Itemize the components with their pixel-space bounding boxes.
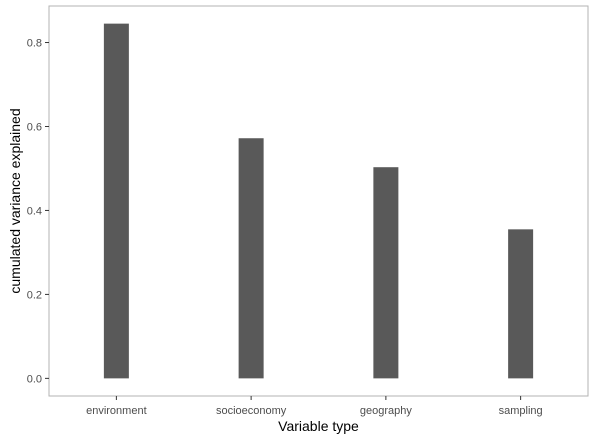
- x-tick-label: environment: [86, 405, 147, 417]
- y-axis: 0.0 0.2 0.4 0.6 0.8: [27, 38, 49, 385]
- y-tick-label: 0.6: [27, 121, 42, 133]
- x-tick-label: sampling: [499, 405, 543, 417]
- bars: [103, 23, 534, 379]
- x-tick-label: geography: [360, 405, 412, 417]
- bar-geography: [373, 167, 399, 379]
- y-tick-label: 0.8: [27, 38, 42, 50]
- x-axis-title: Variable type: [278, 418, 359, 434]
- y-tick-label: 0.2: [27, 289, 42, 301]
- x-tick-label: socioeconomy: [216, 405, 287, 417]
- bar-socioeconomy: [238, 138, 264, 379]
- plot-panel: [48, 5, 589, 397]
- y-axis-title: cumulated variance explained: [7, 108, 23, 293]
- y-tick-label: 0.4: [27, 205, 42, 217]
- bar-sampling: [508, 229, 534, 379]
- bar-environment: [103, 23, 129, 379]
- x-axis: environment socioeconomy geography sampling: [86, 396, 543, 417]
- y-tick-label: 0.0: [27, 373, 42, 385]
